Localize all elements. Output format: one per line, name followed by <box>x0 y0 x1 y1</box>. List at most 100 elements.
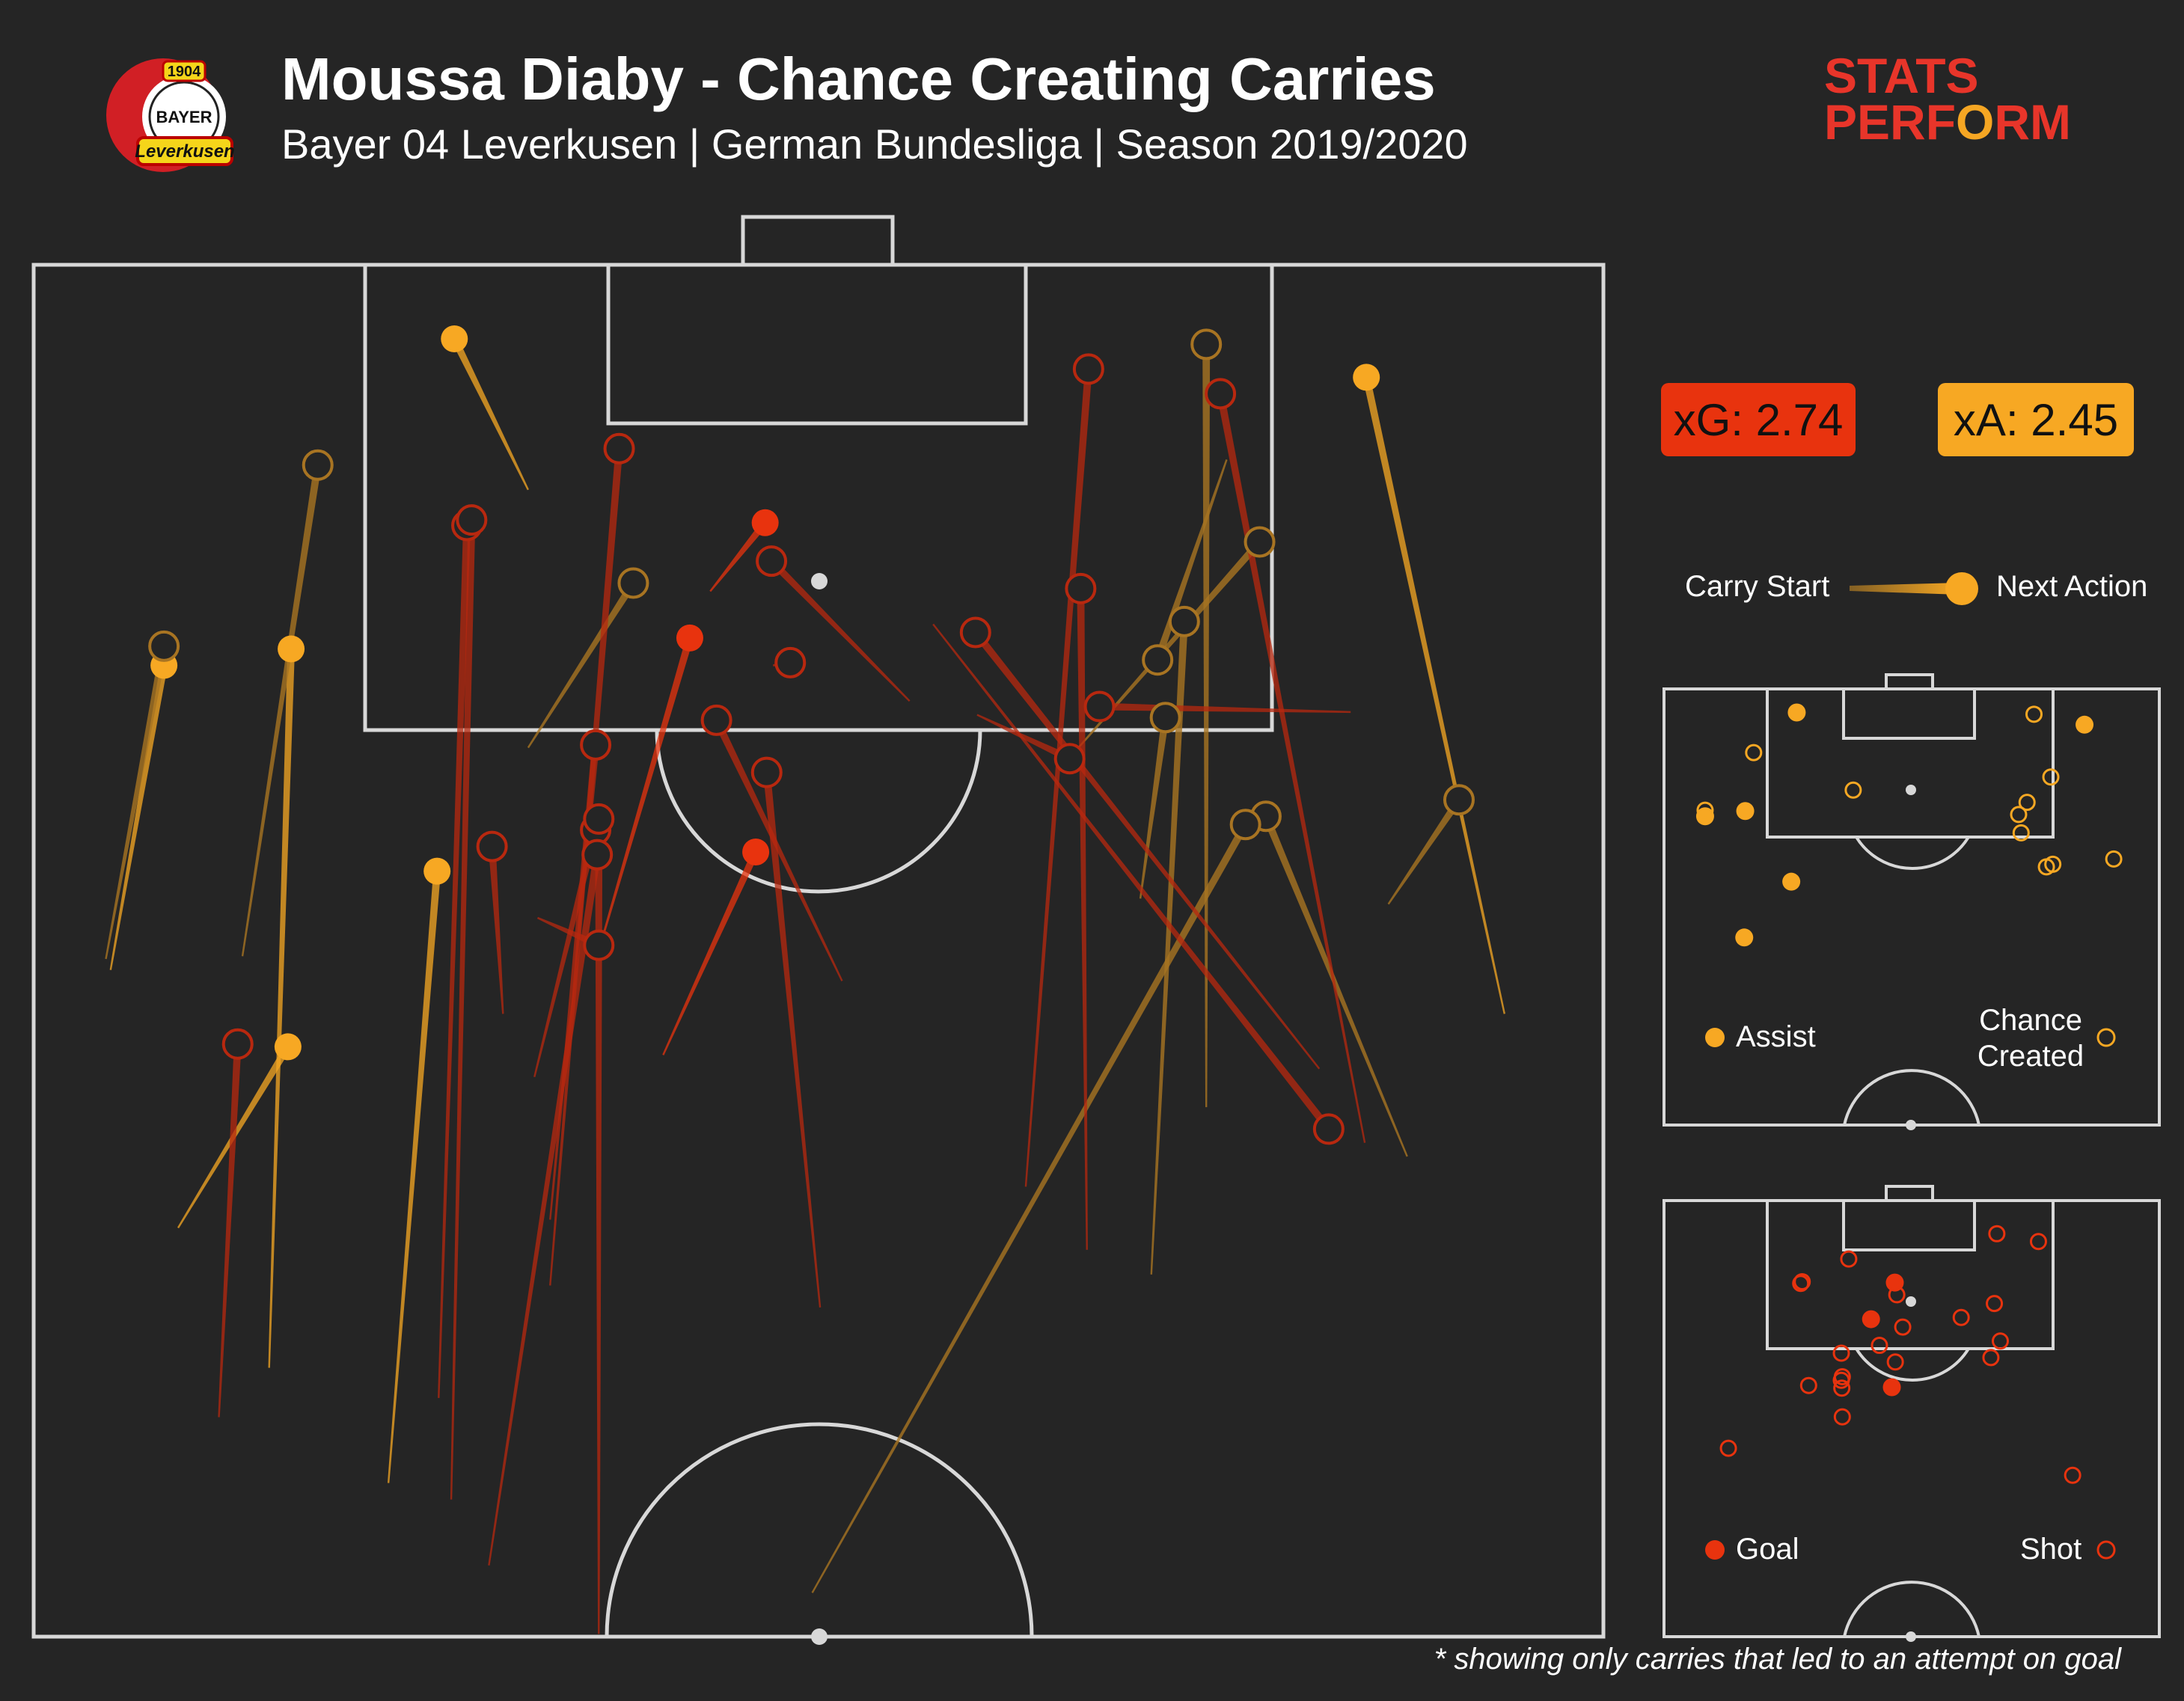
shot-label: Shot <box>2020 1533 2082 1566</box>
carry-line-shot <box>1024 369 1092 1187</box>
next-action-shot <box>583 929 615 961</box>
carry-line-chance <box>1387 797 1463 905</box>
carry-line-chance <box>1202 344 1211 1108</box>
mini-marker-shot <box>2064 1466 2081 1484</box>
carry-line-assist <box>268 649 296 1368</box>
brand-rm: RM <box>1994 94 2072 150</box>
mini-marker-shot <box>1793 1272 1811 1290</box>
mini-marker-shot <box>1833 1379 1851 1397</box>
mini2-center-spot <box>1906 1631 1916 1642</box>
mini-marker-chance <box>1844 781 1862 799</box>
main-pitch <box>31 215 1606 1639</box>
mini-marker-chance <box>2010 806 2028 824</box>
carry-line-shot <box>488 846 504 1014</box>
carry-line-shot <box>762 772 822 1308</box>
carry-line-chance <box>241 465 322 957</box>
carry-line-chance <box>1150 621 1188 1275</box>
goal-legend-marker <box>1705 1540 1725 1560</box>
mini-marker-goal <box>1862 1310 1880 1328</box>
next-action-shot <box>583 803 615 835</box>
page-subtitle: Bayer 04 Leverkusen | German Bundesliga … <box>281 120 1468 168</box>
next-action-goal <box>751 509 779 536</box>
carry-line-shot <box>1077 588 1088 1250</box>
carry-start-label: Carry Start <box>1685 570 1830 603</box>
carry-line-shot <box>768 558 911 702</box>
carry-line-chance <box>105 645 168 960</box>
carry-line-shot <box>713 718 843 981</box>
mini-marker-shot <box>1982 1349 2000 1367</box>
mini1-center-spot <box>1906 1120 1916 1130</box>
next-action-shot <box>774 646 807 678</box>
mini2-penalty-spot <box>1906 1296 1916 1307</box>
mini-marker-shot <box>1894 1318 1912 1336</box>
carry-line-chance <box>811 822 1249 1593</box>
chance-created-label: Chance Created <box>1971 1002 2090 1074</box>
mini2-points <box>1719 1225 2081 1484</box>
mini-marker-shot <box>1986 1295 2004 1313</box>
brand-line2: PERFORM <box>1824 97 2071 147</box>
mini-marker-shot <box>1886 1353 1904 1371</box>
next-action-shot <box>1083 690 1116 723</box>
footnote: * showing only carries that led to an at… <box>1434 1643 2121 1676</box>
mini-marker-chance <box>2037 858 2055 876</box>
mini-marker-shot <box>1888 1286 1906 1304</box>
next-action-shot <box>1053 743 1086 775</box>
carry-line-shot <box>1217 393 1366 1143</box>
carry-line-shot <box>932 623 1332 1132</box>
mini-marker-chance <box>2025 705 2043 723</box>
mini-marker-shot <box>1833 1408 1851 1426</box>
mini-marker-assist <box>2076 715 2094 734</box>
next-action-shot <box>700 704 732 736</box>
mini1-points <box>1695 703 2123 947</box>
carry-line-shot <box>595 818 603 1634</box>
next-action-chance <box>1443 784 1475 816</box>
carries-layer <box>105 325 1505 1634</box>
carry-legend <box>1850 572 1978 605</box>
mini-marker-assist <box>1787 703 1806 722</box>
next-action-chance <box>1168 605 1200 637</box>
next-action-shot <box>476 830 508 862</box>
next-action-shot <box>1205 378 1237 410</box>
carry-line-shot <box>438 525 471 1398</box>
shot-legend-marker <box>2096 1540 2116 1560</box>
chance-line2: Created <box>1977 1040 2084 1073</box>
carry-legend-line <box>1850 583 1960 595</box>
mini-marker-shot <box>1871 1337 1888 1355</box>
next-action-shot <box>580 729 612 761</box>
mini-marker-shot <box>1988 1225 2006 1242</box>
carry-line-assist <box>387 871 441 1483</box>
carry-line-assist <box>1362 376 1505 1014</box>
next-action-goal <box>742 838 770 865</box>
next-action-shot <box>750 756 783 788</box>
next-action-chance <box>1149 702 1181 734</box>
carry-line-shot <box>1099 702 1351 714</box>
mini-marker-shot <box>1991 1332 2009 1350</box>
next-action-assist <box>274 1033 302 1061</box>
mini-marker-chance <box>2012 824 2030 842</box>
next-action-shot <box>756 545 788 577</box>
mini1-penalty-spot <box>1906 785 1916 795</box>
next-action-chance <box>148 630 180 662</box>
mini-marker-shot <box>1719 1439 1737 1457</box>
next-action-shot <box>456 504 488 536</box>
carry-line-shot <box>488 853 602 1566</box>
carry-line-goal <box>709 520 768 592</box>
carry-line-chance <box>1154 459 1228 661</box>
club-logo: 1904 BAYER Leverkusen <box>106 58 235 172</box>
brand-line1: STATS <box>1824 48 1979 103</box>
mini-marker-chance <box>2105 850 2123 868</box>
mini-marker-shot <box>1840 1250 1858 1268</box>
mini-marker-chance <box>1696 801 1714 819</box>
mini-marker-shot <box>1952 1308 1970 1326</box>
logo-city: Leverkusen <box>135 141 234 162</box>
logo-year: 1904 <box>168 64 201 80</box>
carry-line-assist <box>450 337 529 491</box>
next-action-assist <box>441 325 468 353</box>
mini-marker-chance <box>1745 744 1763 761</box>
mini-marker-shot <box>2029 1233 2047 1251</box>
next-action-assist <box>1353 364 1380 391</box>
next-action-chance <box>302 449 334 481</box>
next-action-chance <box>617 567 649 599</box>
mini-marker-assist <box>1735 928 1754 947</box>
